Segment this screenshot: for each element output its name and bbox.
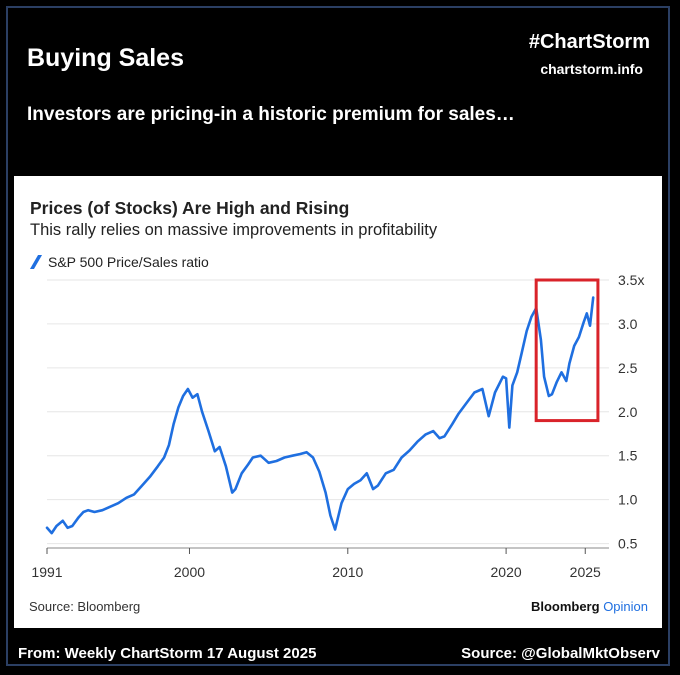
- brand-suffix: Opinion: [603, 599, 648, 614]
- y-tick-label: 2.5: [618, 360, 638, 376]
- y-tick-label: 3.0: [618, 316, 638, 332]
- x-tick-label: 1991: [31, 564, 62, 580]
- chart-title: Prices (of Stocks) Are High and Rising: [30, 198, 350, 218]
- legend: S&P 500 Price/Sales ratio: [29, 254, 209, 270]
- y-tick-label: 1.5: [618, 448, 638, 464]
- y-tick-label: 3.5x: [618, 272, 644, 288]
- chart-subtitle: This rally relies on massive improvement…: [30, 221, 438, 239]
- footer-right: Source: @GlobalMktObserv: [461, 645, 660, 662]
- chart-panel: Prices (of Stocks) Are High and Rising T…: [14, 176, 662, 628]
- y-tick-label: 2.0: [618, 404, 638, 420]
- footer-left: From: Weekly ChartStorm 17 August 2025: [18, 645, 317, 662]
- outer-frame: [6, 6, 670, 666]
- page-title: Buying Sales: [27, 44, 184, 72]
- y-tick-label: 0.5: [618, 536, 638, 552]
- x-tick-label: 2000: [174, 564, 205, 580]
- line-chart: 3.5x 3.0 2.5 2.0 1.5 1.0 0.5 1991 2000 2010 2020 20…: [31, 272, 644, 580]
- site-url: chartstorm.info: [540, 61, 643, 77]
- x-tick-label: 2020: [491, 564, 522, 580]
- x-tick-label: 2025: [570, 564, 601, 580]
- y-tick-label: 1.0: [618, 492, 638, 508]
- highlight-box: [534, 278, 600, 423]
- hashtag: #ChartStorm: [528, 31, 650, 53]
- page-subtitle: Investors are pricing-in a historic prem…: [27, 104, 515, 125]
- brand-name: Bloomberg: [530, 599, 600, 614]
- legend-label: S&P 500 Price/Sales ratio: [48, 254, 209, 270]
- source-note: Source: Bloomberg: [29, 599, 141, 614]
- x-tick-label: 2010: [332, 564, 363, 580]
- brand-logo: Bloomberg Opinion: [531, 599, 648, 614]
- series-line: [45, 296, 595, 535]
